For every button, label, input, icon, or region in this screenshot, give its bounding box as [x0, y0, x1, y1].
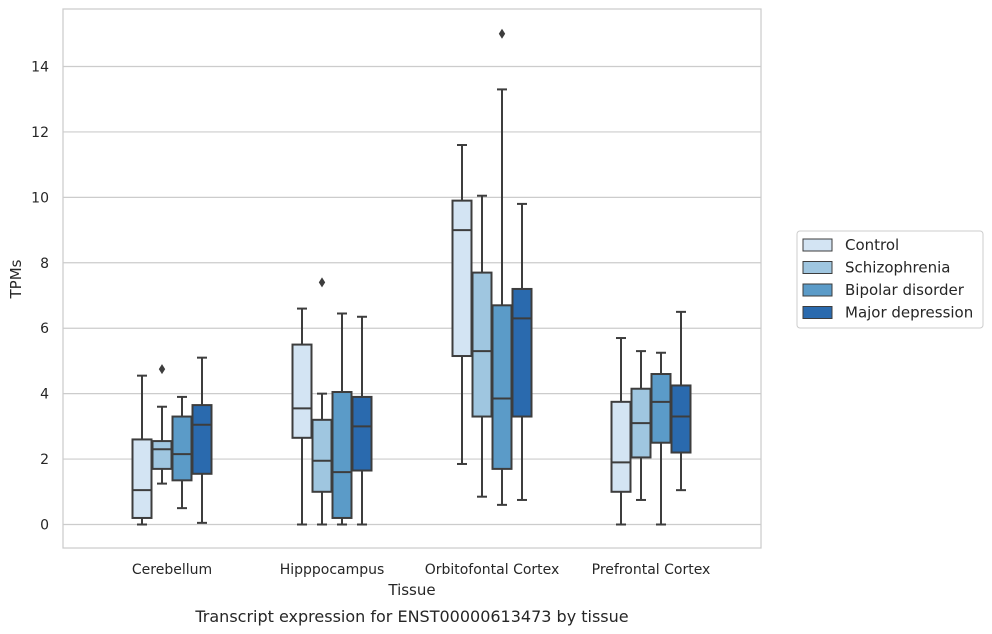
- legend-frame: [796, 230, 984, 329]
- chart-caption: Transcript expression for ENST0000061347…: [194, 607, 628, 626]
- box-iqr: [331, 391, 353, 519]
- y-tick-label: 12: [31, 125, 49, 141]
- box-iqr: [151, 440, 173, 470]
- legend-label: Schizophrenia: [845, 259, 950, 277]
- box-iqr: [171, 415, 193, 482]
- outlier-point: [158, 364, 166, 375]
- box: [191, 356, 213, 524]
- legend-swatch: [802, 238, 833, 252]
- box-iqr: [311, 418, 333, 493]
- legend-swatch: [802, 283, 833, 297]
- box: [151, 364, 173, 485]
- legend: Control Schizophrenia Bipolar disorder Majo…: [796, 230, 984, 329]
- plot-frame: [62, 8, 762, 549]
- box-iqr: [610, 400, 632, 493]
- outlier-point: [498, 28, 506, 39]
- legend-swatch: [802, 306, 833, 319]
- box-iqr: [471, 271, 493, 418]
- box-iqr: [670, 384, 692, 454]
- legend-swatch: [802, 261, 833, 274]
- box-iqr: [191, 404, 213, 475]
- y-tick-label: 10: [31, 190, 49, 206]
- y-tick-label: 4: [40, 387, 49, 403]
- y-tick-label: 6: [40, 321, 49, 337]
- y-tick-labels: 0 2 4 6 8 10 12 14: [31, 60, 49, 534]
- box: [131, 374, 153, 526]
- x-axis-title: Tissue: [387, 581, 435, 599]
- box: [670, 310, 692, 492]
- y-tick-label: 14: [31, 60, 49, 76]
- x-tick-labels: Cerebellum Hipppocampus Orbitofontal Corte…: [132, 562, 710, 578]
- x-tick-label: Prefrontal Cortex: [592, 562, 711, 578]
- outlier-point: [318, 277, 326, 288]
- x-tick-label: Cerebellum: [132, 562, 212, 578]
- y-tick-label: 0: [40, 518, 49, 534]
- box: [291, 307, 313, 526]
- x-tick-label: Orbitofontal Cortex: [425, 562, 560, 578]
- legend-label: Control: [845, 236, 899, 254]
- box-iqr: [351, 395, 373, 472]
- y-tick-label: 8: [40, 256, 49, 272]
- box-iqr: [451, 199, 473, 358]
- y-tick-label: 2: [40, 452, 49, 468]
- y-axis-title: TPMs: [7, 259, 25, 299]
- box-series: [131, 28, 692, 526]
- box-iqr: [511, 287, 533, 418]
- box: [471, 194, 493, 498]
- box-iqr: [291, 343, 313, 439]
- box-iqr: [131, 438, 153, 519]
- legend-label: Bipolar disorder: [845, 281, 965, 299]
- box: [511, 202, 533, 501]
- x-tick-label: Hipppocampus: [280, 562, 385, 578]
- box: [351, 315, 373, 526]
- box: [630, 350, 652, 501]
- legend-label: Major depression: [845, 304, 973, 322]
- box-iqr: [491, 304, 513, 470]
- box-iqr: [650, 373, 672, 444]
